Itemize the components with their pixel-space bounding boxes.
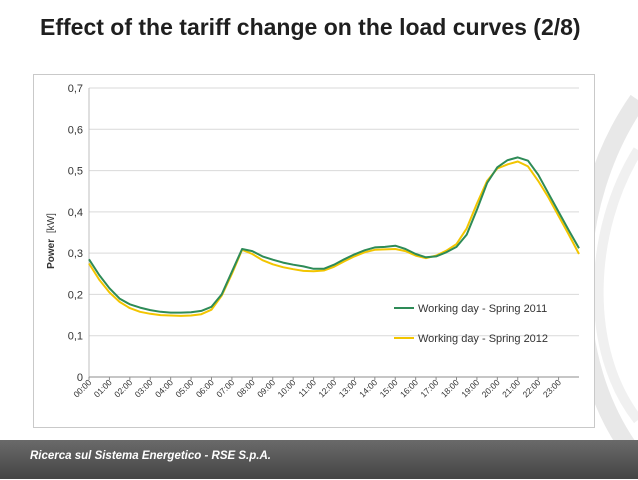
legend-label-2012: Working day - Spring 2012 <box>418 333 548 345</box>
y-axis-title-unit: [kW] <box>46 213 57 233</box>
chart-legend: Working day - Spring 2011 Working day - … <box>394 303 548 345</box>
x-tick-label: 13:00 <box>337 377 359 399</box>
y-tick-label: 0,6 <box>68 124 83 136</box>
x-tick-label: 06:00 <box>194 377 216 399</box>
x-tick-label: 01:00 <box>92 377 114 399</box>
footer-company: Ricerca sul Sistema Energetico - RSE S.p… <box>30 450 271 462</box>
x-tick-label: 10:00 <box>275 377 297 399</box>
x-tick-label: 03:00 <box>133 377 155 399</box>
y-axis-title-bold: Power <box>46 239 57 269</box>
x-tick-label: 18:00 <box>439 377 461 399</box>
x-tick-label: 04:00 <box>153 377 175 399</box>
x-tick-label: 08:00 <box>235 377 257 399</box>
series-line-2011 <box>88 156 580 314</box>
chart-frame: 0 0,1 0,2 0,3 0,4 0,5 0,6 0,7 00:00 01:00 02:00 03… <box>33 74 595 428</box>
x-tick-label: 17:00 <box>418 377 440 399</box>
series-line-2012 <box>88 160 580 317</box>
legend-label-2011: Working day - Spring 2011 <box>418 303 547 315</box>
y-tick-label: 0,2 <box>68 289 83 301</box>
x-tick-label: 00:00 <box>71 377 93 399</box>
y-axis-title: Power [kW] <box>46 213 57 269</box>
x-tick-label: 16:00 <box>398 377 420 399</box>
x-tick-label: 09:00 <box>255 377 277 399</box>
x-tick-label: 15:00 <box>378 377 400 399</box>
y-tick-label: 0,3 <box>68 248 83 260</box>
x-tick-label: 02:00 <box>112 377 134 399</box>
y-tick-label: 0,1 <box>68 331 83 343</box>
x-tick-label: 19:00 <box>459 377 481 399</box>
x-tick-label: 05:00 <box>173 377 195 399</box>
x-tick-label: 12:00 <box>316 377 338 399</box>
y-tick-labels: 0 0,1 0,2 0,3 0,4 0,5 0,6 0,7 <box>68 83 83 384</box>
footer-bar <box>0 440 638 479</box>
x-tick-label: 14:00 <box>357 377 379 399</box>
x-tick-labels: 00:0001:0002:0003:0004:0005:0006:0007:00… <box>71 377 563 399</box>
series-layer <box>88 156 580 317</box>
y-tick-label: 0,7 <box>68 83 83 95</box>
x-tick-label: 22:00 <box>520 377 542 399</box>
x-tick-label: 23:00 <box>541 377 563 399</box>
y-tick-label: 0,5 <box>68 166 83 178</box>
y-tick-label: 0,4 <box>68 207 83 219</box>
x-tick-label: 20:00 <box>480 377 502 399</box>
x-tick-label: 07:00 <box>214 377 236 399</box>
grid-layer <box>88 87 579 380</box>
load-curve-chart: 0 0,1 0,2 0,3 0,4 0,5 0,6 0,7 00:0001:0002:0003… <box>46 83 580 399</box>
y-tick-label: 0 <box>77 372 83 384</box>
x-tick-label: 11:00 <box>296 377 318 399</box>
slide-title: Effect of the tariff change on the load … <box>40 14 581 40</box>
x-tick-label: 21:00 <box>500 377 522 399</box>
